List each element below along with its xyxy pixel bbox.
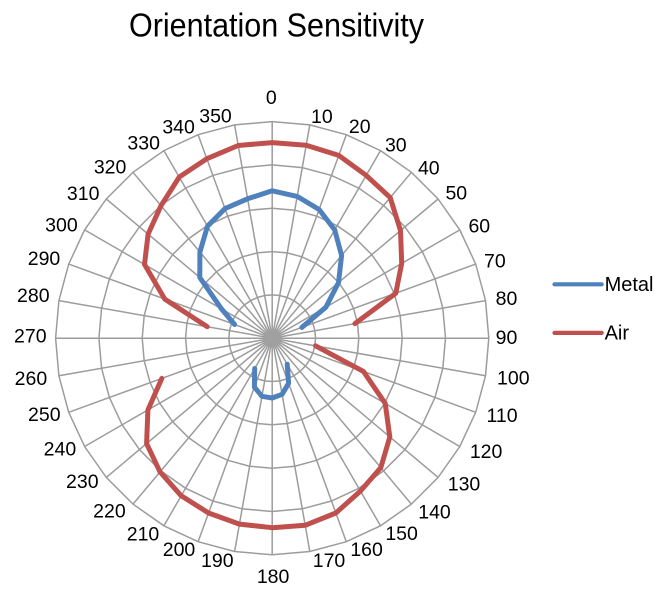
svg-text:240: 240 xyxy=(44,438,77,460)
svg-text:30: 30 xyxy=(385,134,407,156)
svg-text:Orientation Sensitivity: Orientation Sensitivity xyxy=(129,6,424,43)
svg-text:Metal: Metal xyxy=(605,274,654,296)
svg-text:80: 80 xyxy=(496,288,518,310)
svg-text:200: 200 xyxy=(163,539,196,561)
svg-text:220: 220 xyxy=(93,501,126,523)
svg-text:320: 320 xyxy=(94,156,127,178)
svg-text:300: 300 xyxy=(45,215,78,237)
svg-text:Air: Air xyxy=(605,322,630,344)
svg-text:70: 70 xyxy=(484,250,506,272)
svg-text:40: 40 xyxy=(418,158,440,180)
svg-text:310: 310 xyxy=(67,183,100,205)
svg-text:170: 170 xyxy=(313,550,346,572)
svg-text:140: 140 xyxy=(418,502,451,524)
svg-text:260: 260 xyxy=(15,368,48,390)
svg-text:230: 230 xyxy=(66,471,99,493)
svg-text:150: 150 xyxy=(385,523,418,545)
svg-text:120: 120 xyxy=(470,441,503,463)
svg-text:350: 350 xyxy=(199,106,232,128)
svg-text:100: 100 xyxy=(497,368,530,390)
svg-text:210: 210 xyxy=(127,524,160,546)
svg-text:130: 130 xyxy=(448,473,481,495)
svg-text:160: 160 xyxy=(350,539,383,561)
svg-text:10: 10 xyxy=(311,106,333,128)
svg-text:340: 340 xyxy=(162,117,195,139)
svg-text:280: 280 xyxy=(17,285,50,307)
svg-text:20: 20 xyxy=(349,116,371,138)
svg-text:90: 90 xyxy=(496,327,518,349)
svg-text:110: 110 xyxy=(486,405,517,427)
svg-text:290: 290 xyxy=(28,248,61,270)
svg-text:270: 270 xyxy=(14,325,47,347)
svg-text:180: 180 xyxy=(257,566,290,588)
svg-text:0: 0 xyxy=(266,87,277,109)
svg-text:250: 250 xyxy=(28,404,61,426)
svg-text:190: 190 xyxy=(201,550,234,572)
svg-text:330: 330 xyxy=(127,132,160,154)
svg-text:50: 50 xyxy=(445,182,467,204)
svg-text:60: 60 xyxy=(468,216,490,238)
